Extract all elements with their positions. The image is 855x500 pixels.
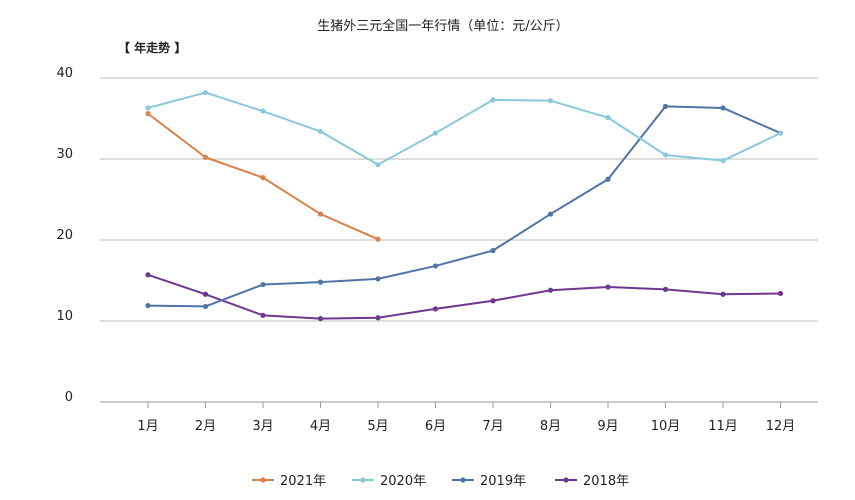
data-point <box>317 128 324 135</box>
x-tick-label: 1月 <box>137 419 158 434</box>
data-point <box>260 312 266 318</box>
legend-item: 2020年 <box>352 474 426 489</box>
legend-swatch-marker <box>460 477 466 483</box>
series-line <box>147 273 781 320</box>
y-axis-ticks: 0 10 20 30 40 <box>56 66 73 405</box>
data-point <box>720 158 726 164</box>
x-tick-label: 12月 <box>766 419 796 434</box>
series-line <box>147 91 781 166</box>
data-point <box>202 89 209 96</box>
data-point <box>490 97 496 103</box>
series-2020年 <box>145 89 784 168</box>
data-point <box>317 315 324 322</box>
data-point <box>605 176 611 182</box>
data-point <box>662 103 669 109</box>
legend-label: 2019年 <box>480 474 526 489</box>
legend-swatch-marker <box>360 477 366 483</box>
legend-item: 2019年 <box>452 474 526 489</box>
legend: 2021年 2020年 2019年 2018年 <box>252 474 629 489</box>
data-point <box>145 303 151 309</box>
data-point <box>777 290 784 297</box>
data-point <box>547 98 554 104</box>
data-point <box>260 175 266 181</box>
data-point <box>317 279 324 285</box>
x-tick-label: 11月 <box>708 419 738 434</box>
x-tick-label: 9月 <box>597 419 618 434</box>
gridlines <box>100 77 818 403</box>
data-point <box>145 111 151 117</box>
chart-subtitle: 【 年走势 】 <box>118 40 186 55</box>
data-point <box>605 115 611 121</box>
x-tick-label: 3月 <box>252 419 273 434</box>
data-point <box>547 287 554 293</box>
data-point <box>662 152 669 158</box>
data-point <box>605 284 611 290</box>
data-point <box>490 247 496 254</box>
series-2019年 <box>145 103 784 310</box>
y-tick-label: 40 <box>56 66 73 81</box>
x-tick-label: 5月 <box>367 419 388 434</box>
data-point <box>432 306 439 312</box>
y-tick-label: 30 <box>56 147 73 162</box>
data-point <box>432 263 439 269</box>
y-tick-label: 0 <box>65 390 73 405</box>
data-point <box>375 315 381 321</box>
data-point <box>490 298 496 304</box>
data-point <box>202 291 209 297</box>
data-point <box>145 272 151 278</box>
series-2018年 <box>145 272 784 322</box>
data-point <box>375 162 381 168</box>
series-lines <box>145 89 784 322</box>
x-tick-label: 10月 <box>651 419 681 434</box>
data-point <box>662 286 669 293</box>
x-tick-label: 7月 <box>482 419 503 434</box>
legend-swatch-marker <box>563 477 569 483</box>
series-line <box>147 105 781 308</box>
data-point <box>720 291 726 297</box>
x-axis-ticks: 1月 2月 3月 4月 5月 6月 7月 8月 9月 10月 11月 12月 <box>137 402 795 434</box>
legend-label: 2021年 <box>280 474 326 489</box>
x-tick-label: 8月 <box>540 419 561 434</box>
legend-label: 2020年 <box>380 474 426 489</box>
data-point <box>375 236 381 242</box>
data-point <box>720 105 726 111</box>
data-point <box>260 281 266 288</box>
data-point <box>317 211 324 217</box>
data-point <box>202 303 209 310</box>
y-tick-label: 10 <box>56 309 73 324</box>
data-point <box>202 154 209 160</box>
legend-label: 2018年 <box>583 474 629 489</box>
x-tick-label: 6月 <box>425 419 446 434</box>
series-2021年 <box>145 111 381 242</box>
legend-swatch-marker <box>260 477 266 483</box>
data-point <box>260 108 266 114</box>
legend-item: 2018年 <box>555 474 629 489</box>
y-tick-label: 20 <box>56 228 73 243</box>
x-tick-label: 4月 <box>310 419 331 434</box>
legend-item: 2021年 <box>252 474 326 489</box>
data-point <box>547 211 554 217</box>
data-point <box>777 130 784 136</box>
data-point <box>375 276 381 282</box>
chart-title: 生猪外三元全国一年行情（单位：元/公斤） <box>317 18 568 34</box>
x-tick-label: 2月 <box>195 419 216 434</box>
data-point <box>145 105 151 111</box>
data-point <box>432 130 439 136</box>
